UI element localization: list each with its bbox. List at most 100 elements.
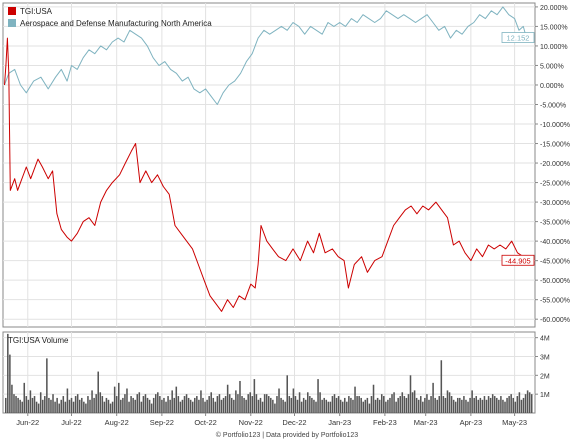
volume-bar bbox=[33, 396, 36, 413]
volume-bar bbox=[459, 397, 461, 413]
volume-bar bbox=[161, 399, 163, 413]
volume-bar bbox=[25, 396, 28, 413]
volume-bar bbox=[48, 397, 50, 413]
volume-bar bbox=[294, 396, 297, 413]
volume-bar bbox=[13, 394, 15, 413]
volume-bar bbox=[366, 397, 369, 413]
volume-bar bbox=[473, 397, 475, 413]
footer-credit: © Portfolio123 | Data provided by Portfo… bbox=[216, 431, 358, 439]
volume-bar bbox=[454, 401, 457, 413]
x-tick-label: Oct-22 bbox=[194, 418, 217, 427]
volume-bar bbox=[387, 399, 389, 413]
volume-bar bbox=[31, 397, 34, 413]
volume-bar bbox=[216, 396, 219, 413]
volume-bar bbox=[128, 401, 130, 413]
volume-bar bbox=[157, 392, 159, 413]
volume-bar bbox=[44, 396, 46, 413]
volume-bar bbox=[181, 399, 184, 413]
volume-bar bbox=[76, 394, 79, 413]
volume-bar bbox=[290, 397, 293, 413]
volume-bar bbox=[479, 397, 482, 413]
volume-bar bbox=[97, 371, 99, 413]
volume-bar bbox=[183, 396, 186, 413]
volume-bar bbox=[15, 396, 17, 413]
price-y-tick-label: 10.000% bbox=[540, 44, 568, 51]
volume-bar bbox=[154, 394, 157, 413]
volume-bar bbox=[307, 392, 309, 413]
volume-bar bbox=[409, 375, 412, 413]
volume-bar bbox=[391, 394, 393, 413]
price-y-tick-label: 0.000% bbox=[540, 83, 564, 90]
volume-bar bbox=[378, 399, 381, 413]
x-tick-label: Jun-22 bbox=[16, 418, 39, 427]
volume-bar bbox=[109, 403, 112, 413]
volume-bar bbox=[165, 401, 167, 413]
price-y-tick-label: -45.000% bbox=[540, 259, 570, 266]
volume-bar bbox=[85, 403, 87, 413]
volume-bar bbox=[465, 399, 467, 413]
volume-bar bbox=[198, 399, 200, 413]
volume-bar bbox=[393, 392, 395, 413]
volume-bar bbox=[115, 396, 118, 413]
volume-bar bbox=[498, 399, 500, 413]
volume-bar bbox=[105, 397, 108, 413]
volume-bar bbox=[70, 397, 73, 413]
volume-bar bbox=[512, 397, 514, 413]
price-y-tick-label: -15.000% bbox=[540, 142, 570, 149]
volume-bar bbox=[251, 396, 254, 413]
volume-bar bbox=[485, 399, 488, 413]
volume-bar bbox=[132, 397, 134, 413]
volume-bar bbox=[167, 396, 169, 413]
price-y-tick-label: -50.000% bbox=[540, 278, 570, 285]
volume-bar bbox=[389, 397, 391, 413]
series-line-aerospace bbox=[4, 6, 527, 105]
legend-swatch-aerospace bbox=[8, 19, 16, 27]
x-tick-label: Jul-22 bbox=[61, 418, 81, 427]
volume-bar bbox=[173, 397, 176, 413]
volume-bar bbox=[210, 392, 212, 413]
volume-bar bbox=[397, 397, 399, 413]
volume-bar bbox=[516, 396, 519, 413]
volume-bar bbox=[138, 392, 141, 413]
volume-bar bbox=[438, 396, 441, 413]
price-y-tick-label: 15.000% bbox=[540, 24, 568, 31]
volume-bar bbox=[62, 396, 65, 413]
volume-bar bbox=[50, 399, 52, 413]
volume-bar bbox=[52, 394, 54, 413]
volume-bar bbox=[37, 403, 40, 413]
volume-bar bbox=[530, 394, 533, 413]
volume-bar bbox=[364, 399, 367, 413]
volume-bar bbox=[218, 394, 221, 413]
volume-bar bbox=[346, 401, 348, 413]
volume-bar bbox=[446, 390, 449, 413]
volume-bar bbox=[177, 396, 180, 413]
volume-bar bbox=[278, 388, 280, 413]
volume-bar bbox=[247, 394, 249, 413]
volume-bar bbox=[78, 399, 81, 413]
last-value-label-tgi: -44.905 bbox=[505, 256, 530, 265]
legend: TGI:USA Aerospace and Defense Manufactur… bbox=[8, 7, 212, 28]
price-y-tick-label: -5.000% bbox=[540, 102, 566, 109]
volume-bar bbox=[471, 390, 473, 413]
volume-bar bbox=[99, 392, 102, 413]
volume-bar bbox=[475, 396, 478, 413]
volume-bar bbox=[422, 401, 424, 413]
volume-bar bbox=[204, 401, 206, 413]
volume-bar bbox=[60, 399, 63, 413]
volume-bar bbox=[510, 394, 512, 413]
volume-bar bbox=[337, 396, 340, 413]
volume-bar bbox=[506, 397, 508, 413]
volume-bar bbox=[243, 397, 245, 413]
volume-bar bbox=[41, 399, 44, 413]
volume-bar bbox=[270, 397, 272, 413]
volume-bar bbox=[448, 392, 451, 413]
legend-label-aerospace: Aerospace and Defense Manufacturing Nort… bbox=[20, 19, 212, 28]
volume-bar bbox=[309, 396, 311, 413]
volume-bar bbox=[280, 397, 282, 413]
price-y-tick-label: -20.000% bbox=[540, 161, 570, 168]
price-y-tick-label: 20.000% bbox=[540, 5, 568, 12]
volume-bar bbox=[358, 396, 360, 413]
volume-bar bbox=[329, 401, 332, 413]
volume-bar bbox=[360, 397, 362, 413]
